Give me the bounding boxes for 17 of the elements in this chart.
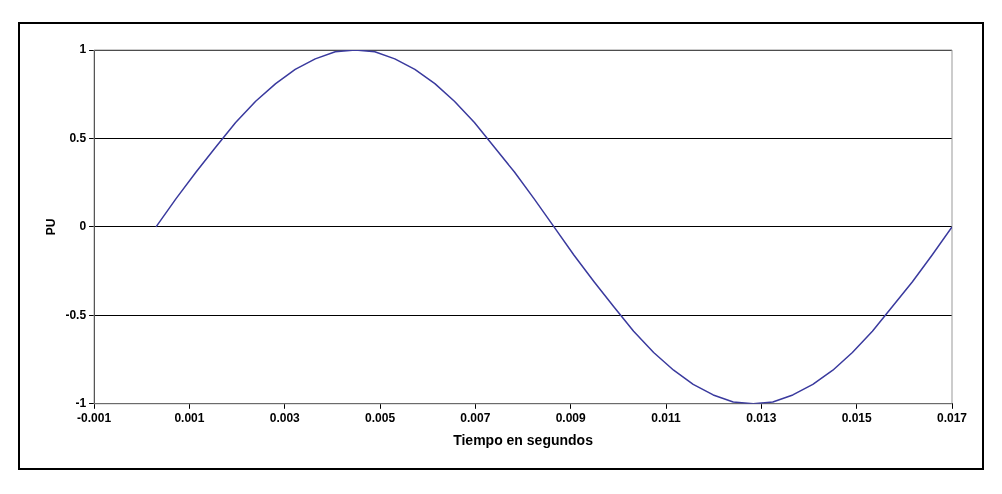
x-tick-label: 0.001 [174,411,205,426]
x-axis-title: Tiempo en segundos [453,432,594,449]
x-tick-label: 0.003 [269,411,301,426]
x-tick-label: 0.015 [841,411,873,426]
x-tick-label: 0.007 [460,411,491,426]
y-tick-label: 1 [79,42,87,57]
x-tick-label: -0.001 [77,411,112,426]
y-tick-label: -1 [75,396,87,411]
x-tick-label: 0.011 [651,411,682,426]
y-tick-label: 0 [79,219,87,234]
x-tick-label: 0.013 [746,411,777,426]
x-tick-label: 0.009 [555,411,587,426]
x-tick-label: 0.017 [936,411,968,426]
x-tick-label: 0.005 [365,411,396,426]
y-tick-label: 0.5 [69,130,87,145]
y-tick-label: -0.5 [65,307,87,322]
y-axis-title: PU [43,218,58,236]
